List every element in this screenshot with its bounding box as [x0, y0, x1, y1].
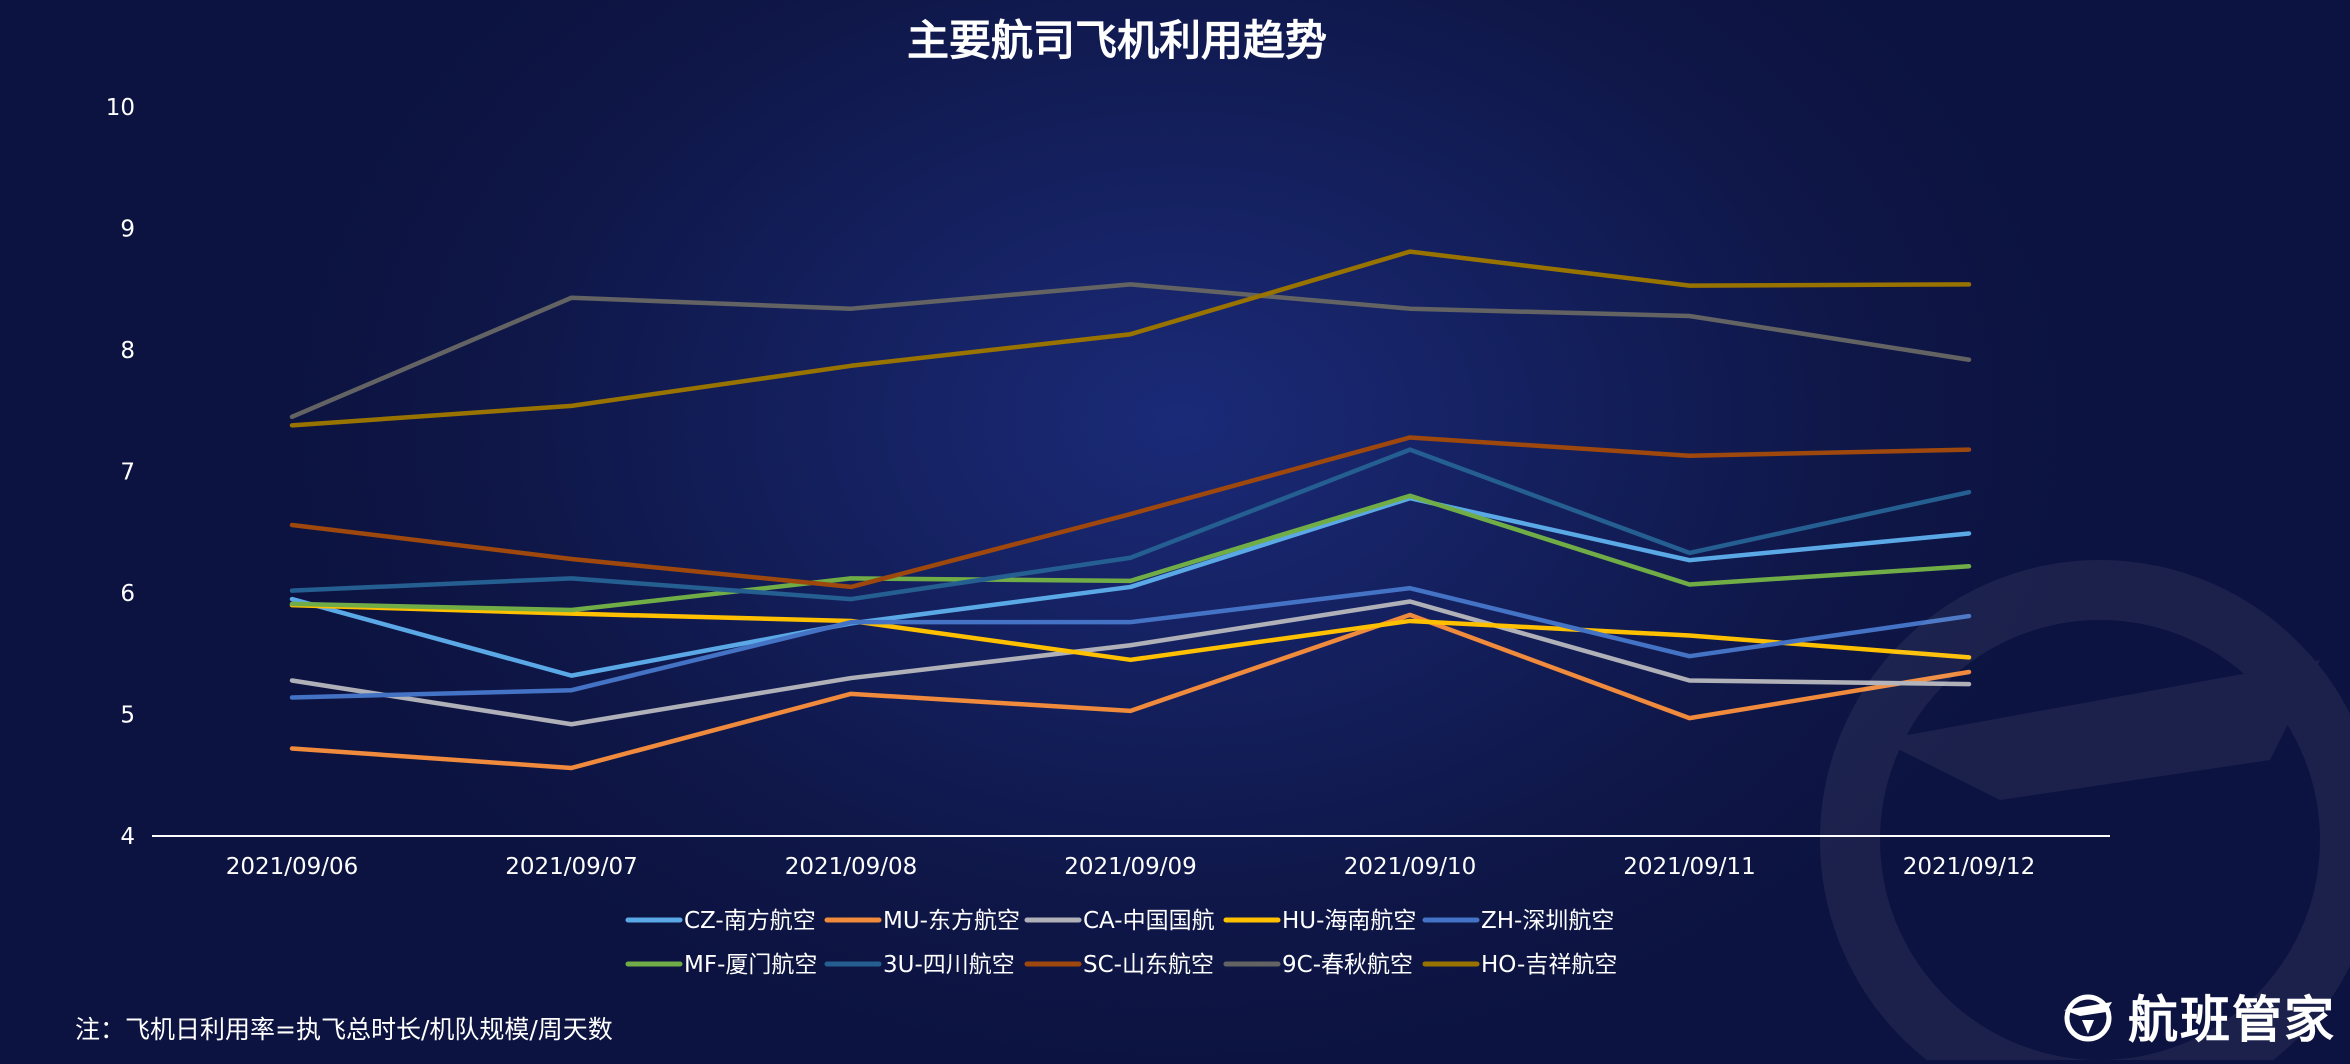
footnote: 注：飞机日利用率=执飞总时长/机队规模/周天数 — [75, 1015, 613, 1044]
legend-label: HU-海南航空 — [1282, 908, 1416, 934]
x-tick-label: 2021/09/10 — [1344, 854, 1477, 880]
legend-item: MU-东方航空 — [824, 908, 1020, 934]
series-line-cz — [289, 495, 1972, 678]
legend-item: MF-厦门航空 — [625, 952, 817, 978]
legend-label: ZH-深圳航空 — [1481, 908, 1614, 934]
x-tick-label: 2021/09/09 — [1064, 854, 1197, 880]
x-tick-label: 2021/09/06 — [226, 854, 359, 880]
legend-item: 3U-四川航空 — [824, 952, 1015, 978]
watermark-logo-icon — [1820, 560, 2350, 1060]
series-line-zh — [289, 585, 1972, 700]
y-tick-label: 6 — [120, 581, 135, 607]
series-line-mf — [289, 493, 1972, 613]
airplane-logo-icon — [2064, 994, 2112, 1042]
y-tick-label: 4 — [120, 824, 135, 850]
x-tick-label: 2021/09/07 — [505, 854, 638, 880]
y-tick-label: 8 — [120, 338, 135, 364]
legend-item: SC-山东航空 — [1024, 952, 1214, 978]
brand-logo: 航班管家 — [2060, 980, 2336, 1052]
series-lines — [289, 249, 1972, 771]
legend-label: 3U-四川航空 — [883, 952, 1015, 978]
series-line-ho — [289, 249, 1972, 428]
legend-label: MF-厦门航空 — [684, 952, 817, 978]
series-line-3u — [289, 447, 1972, 602]
chart-title: 主要航司飞机利用趋势 — [907, 16, 1327, 65]
x-tick-label: 2021/09/12 — [1903, 854, 2036, 880]
legend: CZ-南方航空 MU-东方航空 CA-中国国航 HU-海南航空 ZH-深圳航空 MF-厦门… — [625, 908, 1617, 978]
legend-item: 9C-春秋航空 — [1223, 952, 1413, 978]
legend-label: CA-中国国航 — [1083, 908, 1215, 934]
legend-label: 9C-春秋航空 — [1282, 952, 1413, 978]
series-line-ca — [289, 599, 1972, 727]
series-line-sc — [289, 435, 1972, 590]
y-tick-label: 10 — [106, 95, 135, 121]
series-line-hu — [289, 602, 1972, 663]
y-tick-label: 9 — [120, 217, 135, 243]
legend-item: HO-吉祥航空 — [1422, 952, 1617, 978]
legend-item: ZH-深圳航空 — [1422, 908, 1614, 934]
y-tick-label: 7 — [120, 460, 135, 486]
brand-name: 航班管家 — [2128, 991, 2336, 1049]
x-tick-label: 2021/09/08 — [785, 854, 918, 880]
x-axis-ticks: 2021/09/06 2021/09/07 2021/09/08 2021/09/09… — [226, 854, 2036, 880]
series-line-9c — [289, 282, 1972, 420]
series-line-mu — [289, 612, 1972, 771]
legend-item: CA-中国国航 — [1024, 908, 1215, 934]
legend-label: HO-吉祥航空 — [1481, 952, 1617, 978]
legend-item: CZ-南方航空 — [625, 908, 816, 934]
legend-label: SC-山东航空 — [1083, 952, 1214, 978]
y-axis-ticks: 4 5 6 7 8 9 10 — [106, 95, 135, 850]
legend-label: MU-东方航空 — [883, 908, 1020, 934]
legend-label: CZ-南方航空 — [684, 908, 816, 934]
x-tick-label: 2021/09/11 — [1623, 854, 1756, 880]
legend-item: HU-海南航空 — [1223, 908, 1416, 934]
y-tick-label: 5 — [120, 703, 135, 729]
